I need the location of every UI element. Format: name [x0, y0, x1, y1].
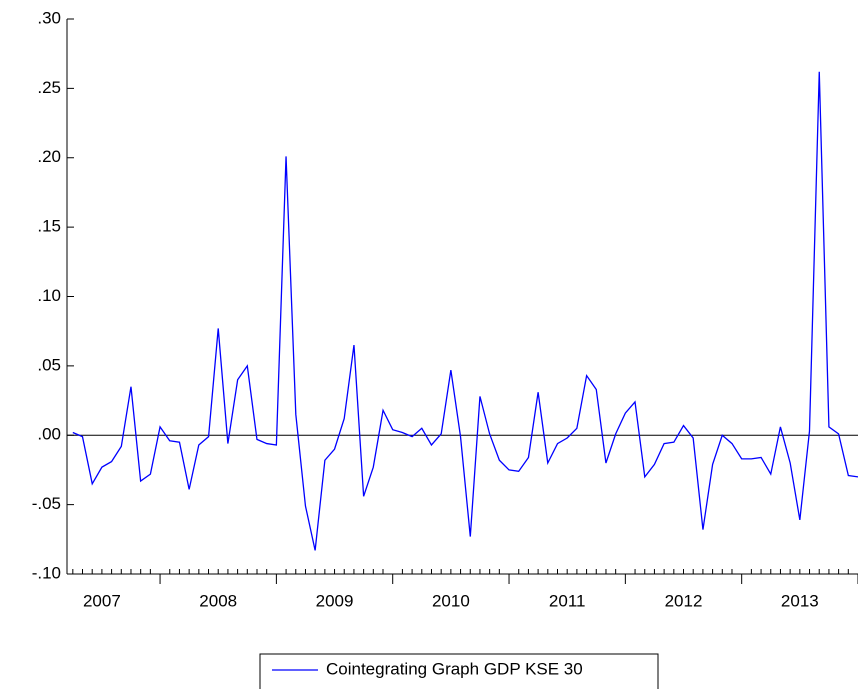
y-tick-label: -.10 [32, 563, 61, 582]
series-line [72, 71, 858, 551]
y-tick-label: .15 [37, 217, 61, 236]
y-tick-label: .00 [37, 425, 61, 444]
x-tick-label: 2013 [781, 591, 819, 610]
legend-box [259, 653, 659, 689]
y-tick-label: .30 [37, 8, 61, 27]
y-tick-label: .05 [37, 355, 61, 374]
y-tick-label: .20 [37, 147, 61, 166]
x-tick-label: 2007 [83, 591, 121, 610]
legend-label: Cointegrating Graph GDP KSE 30 [326, 659, 583, 678]
y-tick-label: -.05 [32, 494, 61, 513]
x-tick-label: 2011 [549, 591, 586, 610]
x-tick-label: 2009 [316, 591, 354, 610]
x-tick-label: 2008 [199, 591, 237, 610]
x-tick-label: 2012 [665, 591, 703, 610]
y-tick-label: .25 [37, 78, 61, 97]
y-tick-label: .10 [37, 286, 61, 305]
x-tick-label: 2010 [432, 591, 470, 610]
